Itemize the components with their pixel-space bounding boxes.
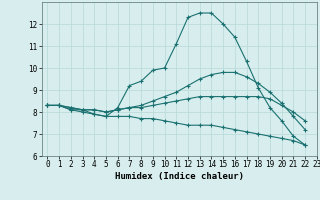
X-axis label: Humidex (Indice chaleur): Humidex (Indice chaleur) bbox=[115, 172, 244, 181]
